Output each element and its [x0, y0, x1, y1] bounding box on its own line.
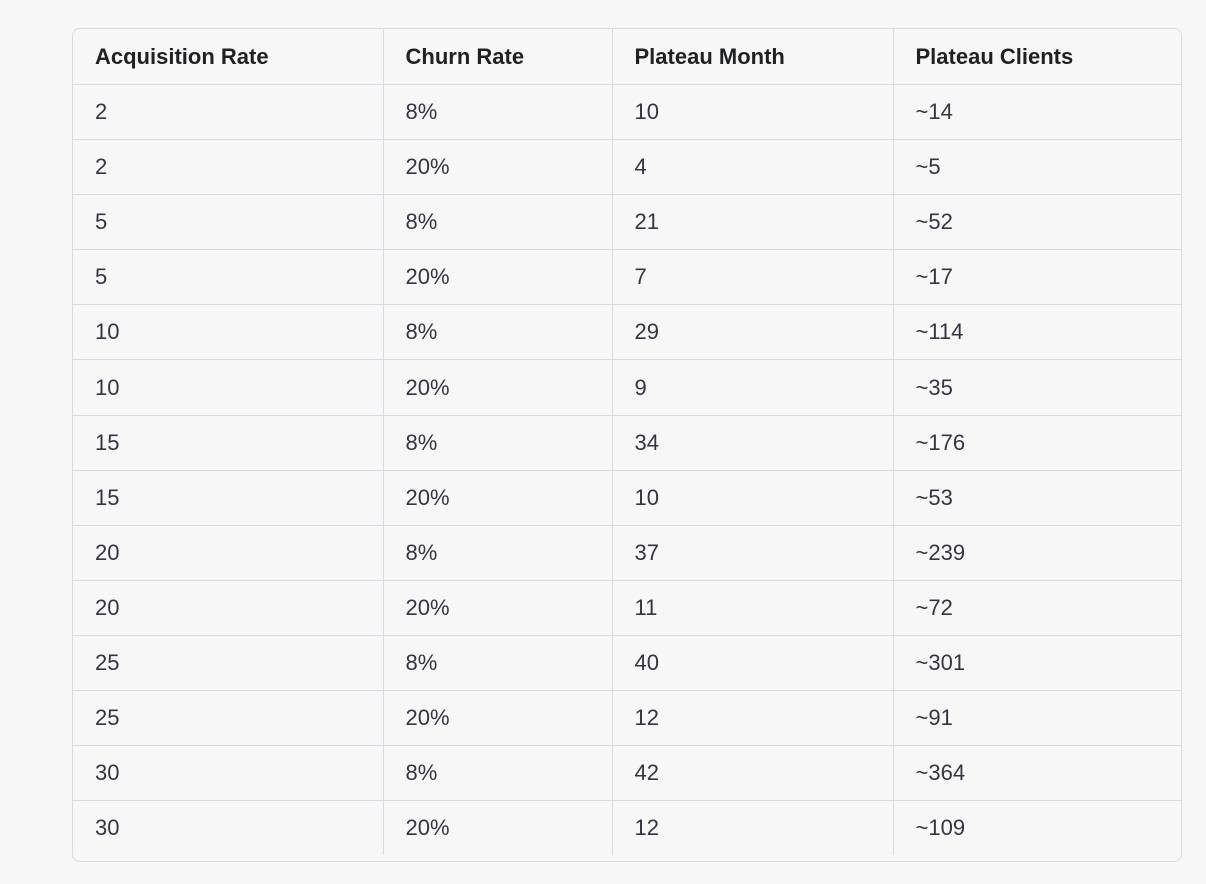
column-header-plateau-month: Plateau Month [612, 29, 894, 85]
cell-plateau-clients: ~239 [893, 525, 1181, 581]
data-table: Acquisition Rate Churn Rate Plateau Mont… [73, 29, 1181, 856]
cell-plateau-clients: ~114 [893, 304, 1181, 361]
table-row: 30 8% 42 ~364 [73, 745, 1181, 802]
table-row: 25 20% 12 ~91 [73, 690, 1181, 747]
table-body: 2 8% 10 ~14 2 20% 4 ~5 5 8% 21 ~52 5 20%… [73, 84, 1181, 856]
table-row: 10 20% 9 ~35 [73, 359, 1181, 416]
table-header-row: Acquisition Rate Churn Rate Plateau Mont… [73, 29, 1181, 85]
table-row: 15 20% 10 ~53 [73, 470, 1181, 526]
cell-plateau-clients: ~91 [893, 690, 1181, 747]
cell-acquisition-rate: 2 [73, 84, 384, 141]
column-header-acquisition-rate: Acquisition Rate [73, 29, 384, 85]
cell-acquisition-rate: 25 [73, 635, 384, 692]
cell-plateau-month: 11 [612, 580, 894, 636]
cell-plateau-month: 40 [612, 635, 894, 692]
column-header-churn-rate: Churn Rate [383, 29, 613, 85]
cell-plateau-clients: ~5 [893, 139, 1181, 196]
table-row: 2 8% 10 ~14 [73, 84, 1181, 141]
cell-churn-rate: 8% [383, 194, 613, 251]
cell-churn-rate: 8% [383, 745, 613, 802]
cell-acquisition-rate: 2 [73, 139, 384, 196]
cell-acquisition-rate: 5 [73, 249, 384, 306]
cell-plateau-month: 42 [612, 745, 894, 802]
table-row: 30 20% 12 ~109 [73, 800, 1181, 856]
cell-acquisition-rate: 25 [73, 690, 384, 747]
cell-plateau-month: 37 [612, 525, 894, 581]
table-row: 25 8% 40 ~301 [73, 635, 1181, 692]
cell-plateau-clients: ~52 [893, 194, 1181, 251]
data-table-container: Acquisition Rate Churn Rate Plateau Mont… [72, 28, 1182, 862]
column-header-plateau-clients: Plateau Clients [893, 29, 1181, 85]
cell-plateau-clients: ~301 [893, 635, 1181, 692]
cell-plateau-month: 10 [612, 470, 894, 526]
table-row: 10 8% 29 ~114 [73, 304, 1181, 361]
cell-plateau-month: 7 [612, 249, 894, 306]
table-row: 20 20% 11 ~72 [73, 580, 1181, 636]
table-row: 5 20% 7 ~17 [73, 249, 1181, 306]
cell-plateau-clients: ~53 [893, 470, 1181, 526]
cell-plateau-clients: ~35 [893, 359, 1181, 416]
cell-churn-rate: 20% [383, 470, 613, 526]
cell-plateau-month: 12 [612, 690, 894, 747]
cell-churn-rate: 20% [383, 580, 613, 636]
cell-churn-rate: 20% [383, 359, 613, 416]
cell-churn-rate: 20% [383, 139, 613, 196]
cell-acquisition-rate: 15 [73, 470, 384, 526]
table-row: 5 8% 21 ~52 [73, 194, 1181, 251]
cell-churn-rate: 8% [383, 635, 613, 692]
cell-plateau-month: 12 [612, 800, 894, 856]
cell-acquisition-rate: 10 [73, 304, 384, 361]
table-row: 20 8% 37 ~239 [73, 525, 1181, 581]
cell-churn-rate: 8% [383, 304, 613, 361]
cell-acquisition-rate: 30 [73, 800, 384, 856]
cell-churn-rate: 8% [383, 415, 613, 471]
table-row: 2 20% 4 ~5 [73, 139, 1181, 196]
cell-plateau-month: 9 [612, 359, 894, 416]
cell-plateau-clients: ~72 [893, 580, 1181, 636]
cell-acquisition-rate: 10 [73, 359, 384, 416]
cell-plateau-clients: ~17 [893, 249, 1181, 306]
cell-acquisition-rate: 20 [73, 525, 384, 581]
cell-plateau-month: 21 [612, 194, 894, 251]
cell-plateau-month: 34 [612, 415, 894, 471]
cell-plateau-clients: ~364 [893, 745, 1181, 802]
cell-plateau-month: 4 [612, 139, 894, 196]
cell-churn-rate: 8% [383, 525, 613, 581]
cell-churn-rate: 20% [383, 800, 613, 856]
cell-plateau-month: 29 [612, 304, 894, 361]
cell-churn-rate: 20% [383, 249, 613, 306]
cell-churn-rate: 20% [383, 690, 613, 747]
cell-acquisition-rate: 20 [73, 580, 384, 636]
cell-plateau-clients: ~176 [893, 415, 1181, 471]
cell-acquisition-rate: 5 [73, 194, 384, 251]
cell-plateau-clients: ~14 [893, 84, 1181, 141]
table-row: 15 8% 34 ~176 [73, 415, 1181, 471]
cell-plateau-clients: ~109 [915, 815, 966, 841]
cell-acquisition-rate: 30 [73, 745, 384, 802]
cell-plateau-month: 10 [612, 84, 894, 141]
cell-churn-rate: 8% [383, 84, 613, 141]
table-header: Acquisition Rate Churn Rate Plateau Mont… [73, 29, 1181, 85]
cell-acquisition-rate: 15 [73, 415, 384, 471]
